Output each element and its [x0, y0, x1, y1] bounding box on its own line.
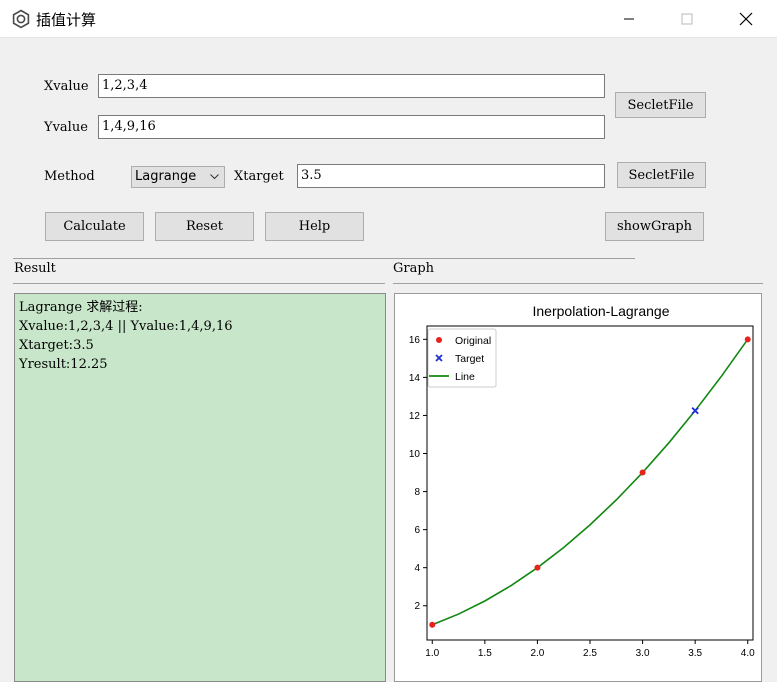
chart-title: Inerpolation-Lagrange	[533, 303, 670, 319]
close-button[interactable]	[717, 0, 775, 38]
help-button[interactable]: Help	[265, 212, 364, 241]
y-tick-label: 8	[414, 487, 420, 498]
chart-series	[429, 336, 751, 628]
y-tick-label: 6	[414, 525, 420, 536]
data-point-original	[429, 621, 436, 628]
title-bar: 插值计算	[0, 0, 777, 38]
chevron-down-icon	[210, 174, 219, 180]
xvalue-input[interactable]: 1,2,3,4	[98, 74, 605, 98]
y-tick-label: 2	[414, 601, 420, 612]
window-title: 插值计算	[36, 11, 97, 29]
legend-line-label: Line	[455, 371, 475, 383]
show-graph-button[interactable]: showGraph	[605, 212, 704, 241]
yvalue-input[interactable]: 1,4,9,16	[98, 115, 605, 139]
separator-result	[13, 283, 385, 284]
reset-button[interactable]: Reset	[155, 212, 254, 241]
data-point-original	[639, 469, 646, 476]
calculate-button[interactable]: Calculate	[45, 212, 144, 241]
maximize-icon	[681, 13, 693, 25]
legend-original-marker	[436, 337, 442, 343]
result-line: Lagrange 求解过程:	[19, 300, 143, 315]
y-tick-label: 10	[409, 449, 421, 460]
maximize-button[interactable]	[658, 0, 716, 38]
xtarget-input[interactable]: 3.5	[297, 164, 605, 188]
result-line: Yresult:12.25	[19, 357, 108, 372]
x-tick-label: 1.0	[425, 648, 439, 659]
y-tick-label: 14	[409, 373, 421, 384]
minimize-button[interactable]	[600, 0, 658, 38]
select-file-button-values[interactable]: SecletFile	[615, 92, 706, 118]
legend-target-label: Target	[455, 353, 484, 365]
graph-section-label: Graph	[393, 261, 435, 276]
method-label: Method	[44, 169, 95, 184]
xvalue-label: Xvalue	[44, 79, 89, 94]
x-axis-ticks: 1.0 1.5 2.0 2.5 3.0 3.5 4.0	[425, 640, 755, 659]
app-gear-icon	[12, 9, 30, 29]
x-tick-label: 3.5	[688, 648, 702, 659]
y-tick-label: 16	[409, 335, 421, 346]
x-tick-label: 3.0	[636, 648, 650, 659]
x-tick-label: 2.0	[530, 648, 544, 659]
result-text-area[interactable]: Lagrange 求解过程: Xvalue:1,2,3,4 || Yvalue:…	[14, 293, 386, 682]
target-marker-stroke	[691, 407, 699, 415]
method-select-value: Lagrange	[135, 169, 197, 184]
legend-box	[427, 328, 497, 388]
method-select[interactable]: Lagrange	[131, 166, 225, 188]
x-tick-label: 1.5	[478, 648, 492, 659]
minimize-icon	[624, 18, 634, 20]
close-icon	[739, 12, 753, 26]
y-tick-label: 4	[414, 563, 420, 574]
select-file-button-target[interactable]: SecletFile	[617, 162, 706, 188]
separator-top	[13, 258, 635, 259]
legend-target-marker	[435, 354, 443, 362]
result-section-label: Result	[14, 261, 56, 276]
x-tick-label: 2.5	[583, 648, 597, 659]
graph-panel: Inerpolation-Lagrange 2 4 6 8 10 12 14 16 1.0 1.…	[394, 293, 762, 682]
result-line: Xvalue:1,2,3,4 || Yvalue:1,4,9,16	[19, 319, 233, 334]
x-tick-label: 4.0	[741, 648, 755, 659]
y-axis-ticks: 2 4 6 8 10 12 14 16	[409, 335, 427, 612]
data-point-original	[534, 564, 541, 571]
result-line: Xtarget:3.5	[19, 338, 94, 353]
data-point-target	[691, 407, 699, 415]
separator-graph	[393, 283, 763, 284]
y-tick-label: 12	[409, 411, 421, 422]
legend-original-label: Original	[455, 335, 491, 347]
data-point-original	[744, 336, 751, 343]
yvalue-label: Yvalue	[44, 120, 88, 135]
chart-legend: Original Target Line	[427, 328, 497, 388]
xtarget-label: Xtarget	[234, 169, 284, 184]
